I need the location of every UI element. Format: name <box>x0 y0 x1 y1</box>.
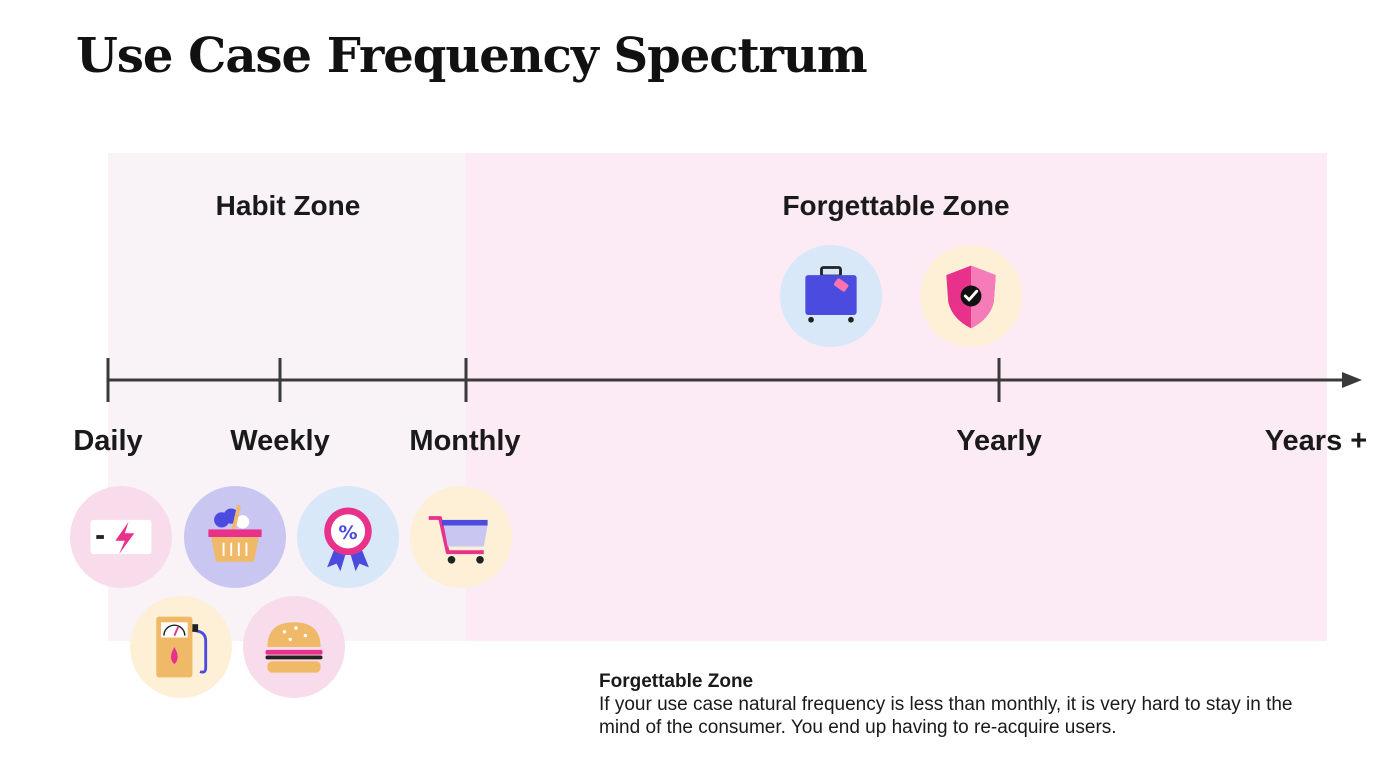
grocery-basket-icon <box>184 486 286 588</box>
tick-label-yearly: Yearly <box>956 425 1042 457</box>
discount-badge-icon: % <box>297 486 399 588</box>
habit-zone-label: Habit Zone <box>215 190 361 221</box>
fuel-pump-icon <box>130 596 232 698</box>
tick-label-monthly: Monthly <box>409 425 521 457</box>
note-title: Forgettable Zone <box>599 671 754 692</box>
tick-label-daily: Daily <box>73 425 143 457</box>
forgettable-zone-label: Forgettable Zone <box>782 190 1010 221</box>
shopping-cart-icon <box>410 486 512 588</box>
suitcase-icon <box>780 245 882 347</box>
battery-charging-icon <box>70 486 172 588</box>
burger-icon <box>243 596 345 698</box>
tick-label-years-plus: Years + <box>1264 425 1368 457</box>
habit-zone-region <box>108 153 466 641</box>
forgettable-zone-region <box>466 153 1327 641</box>
tick-label-weekly: Weekly <box>230 425 330 457</box>
insurance-shield-icon <box>920 245 1022 347</box>
forgettable-zone-note: Forgettable Zone If your use case natura… <box>599 670 1319 739</box>
note-body: If your use case natural frequency is le… <box>599 694 1293 738</box>
axis-arrowhead <box>1342 372 1362 388</box>
page-title: Use Case Frequency Spectrum <box>76 28 868 84</box>
svg-text:%: % <box>338 522 357 544</box>
